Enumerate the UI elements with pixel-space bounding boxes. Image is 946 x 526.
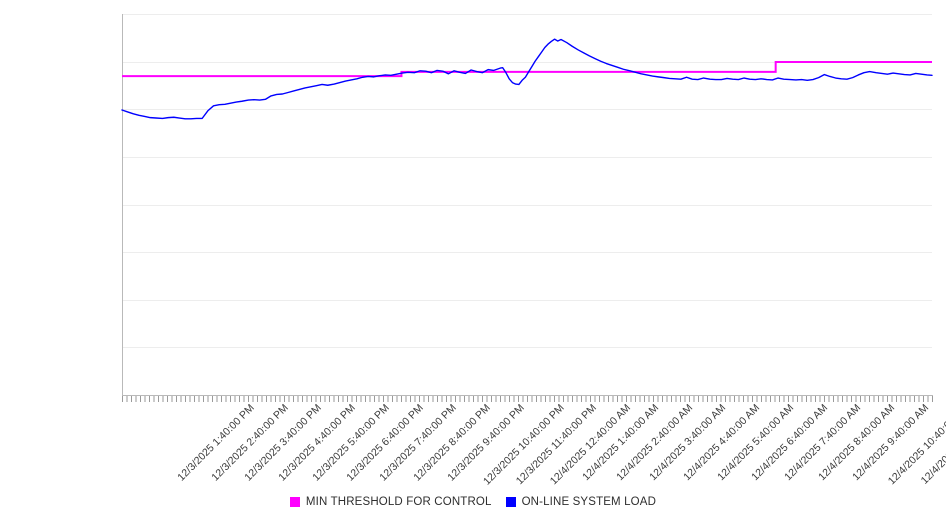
legend-entry[interactable]: ON-LINE SYSTEM LOAD	[505, 496, 657, 508]
gridline	[122, 62, 932, 63]
gridline	[122, 14, 932, 15]
legend-swatch-icon	[289, 497, 300, 507]
gridline	[122, 252, 932, 253]
legend-label: MIN THRESHOLD FOR CONTROL	[305, 496, 492, 508]
x-axis-tick-labels: 12/3/2025 1:40:00 PM 12/3/2025 2:40:00 PM…	[0, 402, 946, 488]
x-axis-line	[122, 395, 933, 396]
legend-label: ON-LINE SYSTEM LOAD	[521, 496, 657, 508]
y-axis-line	[122, 14, 123, 396]
gridline	[122, 347, 932, 348]
legend-entry[interactable]: MIN THRESHOLD FOR CONTROL	[289, 496, 492, 508]
legend-swatch-icon	[505, 497, 516, 507]
gridline	[122, 205, 932, 206]
plot-area	[122, 14, 932, 395]
gridline	[122, 157, 932, 158]
chart-legend: MIN THRESHOLD FOR CONTROL ON-LINE SYSTEM …	[0, 496, 946, 508]
x-axis-minor-ticks	[122, 396, 933, 402]
gridline	[122, 109, 932, 110]
gridline	[122, 300, 932, 301]
